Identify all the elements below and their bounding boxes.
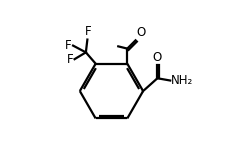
Text: O: O bbox=[136, 26, 146, 39]
Text: F: F bbox=[84, 25, 91, 38]
Text: O: O bbox=[153, 51, 162, 64]
Text: F: F bbox=[67, 53, 73, 66]
Text: F: F bbox=[65, 39, 72, 52]
Text: NH₂: NH₂ bbox=[171, 74, 193, 87]
